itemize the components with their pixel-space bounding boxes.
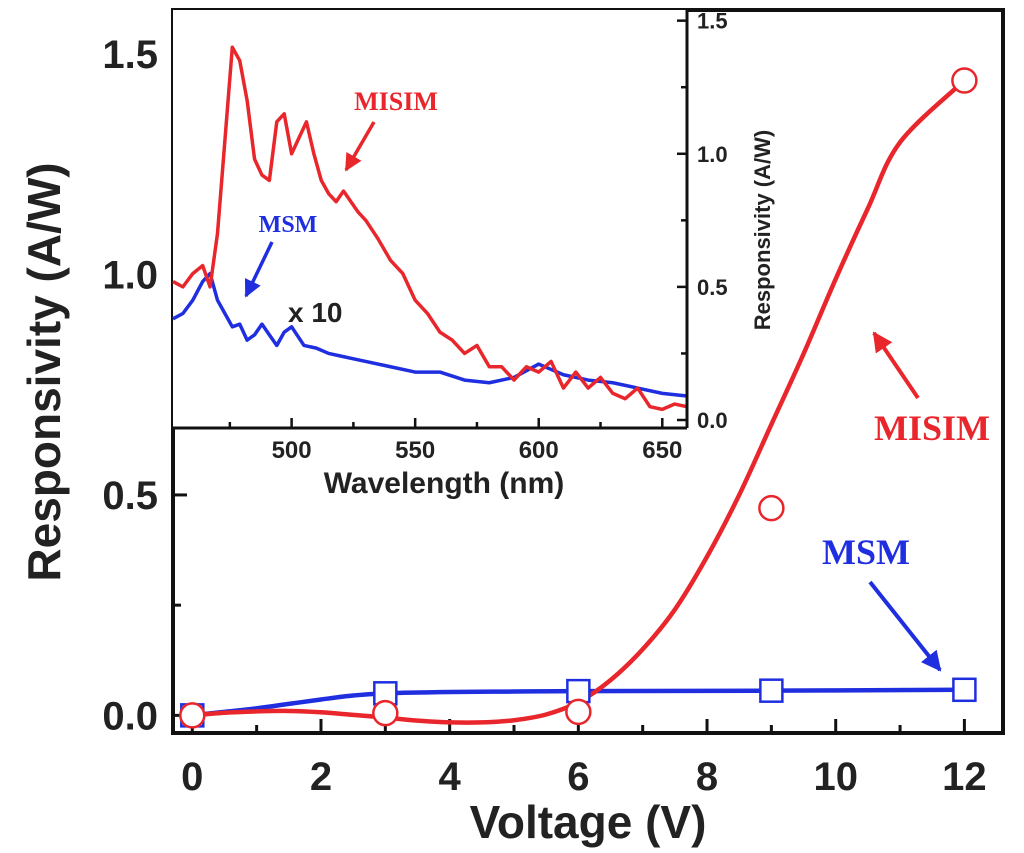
inset-series (172, 45, 688, 412)
inset-y-axis-label: Responsivity (A/W) (750, 130, 775, 330)
inset-scale-factor-label: x 10 (288, 297, 343, 328)
x-tick-label: 4 (439, 755, 462, 799)
main-markers (179, 67, 978, 729)
inset-annotations: MISIM MSM x 10 (244, 87, 438, 328)
inset-series-line-misim (172, 45, 688, 412)
data-point-misim (951, 67, 978, 94)
x-tick-label: 10 (813, 755, 858, 799)
x-tick-label: 6 (567, 755, 589, 799)
msm-annotation-label: MSM (822, 532, 910, 572)
inset-msm-label: MSM (259, 212, 318, 238)
msm-annotation-arrow (868, 580, 942, 672)
data-point-misim (179, 702, 206, 729)
inset-plot: 500 550 600 650 0.0 0.5 1.0 1.5 MISIM MSM x 10 Wa… (172, 9, 775, 500)
x-tick-label: 2 (310, 755, 332, 799)
data-point-misim (565, 698, 592, 726)
data-point-msm (952, 677, 977, 703)
inset-series-line-msm (172, 271, 688, 398)
y-tick-label: 0.5 (102, 474, 158, 518)
inset-y-tick-label: 0.0 (697, 408, 728, 433)
inset-ticks: 500 550 600 650 0.0 0.5 1.0 1.5 (228, 9, 728, 464)
misim-annotation-label: MISIM (874, 408, 990, 448)
data-point-misim (758, 494, 785, 522)
data-point-misim (372, 699, 399, 727)
y-tick-label: 0.0 (102, 694, 158, 738)
x-tick-label: 12 (942, 755, 987, 799)
main-annotations: MISIM MSM (822, 331, 990, 672)
inset-msm-arrow (244, 241, 274, 298)
inset-misim-arrow (344, 121, 376, 172)
data-point-msm (759, 678, 784, 703)
x-axis-label: Voltage (V) (470, 796, 707, 848)
inset-misim-label: MISIM (354, 87, 438, 116)
inset-x-tick-label: 550 (395, 437, 435, 464)
main-plot: 0 2 4 6 8 10 12 0.0 0.5 1.0 1.5 MISIM MSM Voltage (… (18, 8, 1005, 848)
inset-x-tick-label: 600 (519, 437, 559, 464)
inset-y-tick-label: 1.0 (697, 142, 728, 167)
y-tick-label: 1.0 (102, 254, 158, 298)
inset-x-tick-label: 500 (272, 437, 312, 464)
inset-x-axis-label: Wavelength (nm) (324, 467, 565, 500)
inset-background (173, 10, 687, 428)
misim-annotation-arrow (872, 331, 920, 400)
x-tick-label: 8 (696, 755, 718, 799)
y-tick-label: 1.5 (102, 33, 158, 77)
inset-y-tick-label: 1.5 (697, 9, 728, 34)
inset-x-tick-label: 650 (642, 437, 682, 464)
y-axis-label: Responsivity (A/W) (18, 162, 70, 581)
x-tick-label: 0 (181, 755, 203, 799)
inset-y-tick-label: 0.5 (697, 275, 728, 300)
main-ticks: 0 2 4 6 8 10 12 0.0 0.5 1.0 1.5 (102, 33, 986, 799)
